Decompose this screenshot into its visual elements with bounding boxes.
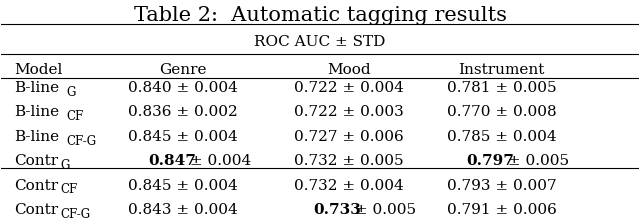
Text: ± 0.004: ± 0.004 — [184, 154, 251, 168]
Text: 0.791 ± 0.006: 0.791 ± 0.006 — [447, 203, 557, 217]
Text: 0.770 ± 0.008: 0.770 ± 0.008 — [447, 105, 556, 119]
Text: 0.793 ± 0.007: 0.793 ± 0.007 — [447, 179, 556, 193]
Text: Mood: Mood — [327, 63, 371, 77]
Text: Contr: Contr — [14, 179, 58, 193]
Text: CF: CF — [60, 183, 77, 196]
Text: G: G — [67, 86, 76, 99]
Text: B-line: B-line — [14, 81, 60, 95]
Text: CF-G: CF-G — [67, 134, 97, 147]
Text: G: G — [60, 159, 69, 172]
Text: 0.781 ± 0.005: 0.781 ± 0.005 — [447, 81, 556, 95]
Text: 0.732 ± 0.005: 0.732 ± 0.005 — [294, 154, 403, 168]
Text: CF-G: CF-G — [60, 208, 90, 221]
Text: ± 0.005: ± 0.005 — [503, 154, 570, 168]
Text: 0.836 ± 0.002: 0.836 ± 0.002 — [128, 105, 238, 119]
Text: B-line: B-line — [14, 105, 60, 119]
Text: 0.845 ± 0.004: 0.845 ± 0.004 — [128, 179, 238, 193]
Text: 0.722 ± 0.004: 0.722 ± 0.004 — [294, 81, 404, 95]
Text: Table 2:  Automatic tagging results: Table 2: Automatic tagging results — [134, 6, 506, 25]
Text: Instrument: Instrument — [458, 63, 545, 77]
Text: Genre: Genre — [159, 63, 207, 77]
Text: 0.722 ± 0.003: 0.722 ± 0.003 — [294, 105, 404, 119]
Text: 0.733: 0.733 — [314, 203, 362, 217]
Text: 0.843 ± 0.004: 0.843 ± 0.004 — [128, 203, 238, 217]
Text: 0.847: 0.847 — [148, 154, 196, 168]
Text: ROC AUC ± STD: ROC AUC ± STD — [254, 35, 386, 49]
Text: Model: Model — [14, 63, 63, 77]
Text: Contr: Contr — [14, 203, 58, 217]
Text: 0.797: 0.797 — [467, 154, 515, 168]
Text: 0.845 ± 0.004: 0.845 ± 0.004 — [128, 130, 238, 144]
Text: 0.840 ± 0.004: 0.840 ± 0.004 — [128, 81, 238, 95]
Text: ± 0.005: ± 0.005 — [350, 203, 417, 217]
Text: 0.785 ± 0.004: 0.785 ± 0.004 — [447, 130, 556, 144]
Text: Contr: Contr — [14, 154, 58, 168]
Text: CF: CF — [67, 110, 84, 123]
Text: 0.727 ± 0.006: 0.727 ± 0.006 — [294, 130, 404, 144]
Text: 0.732 ± 0.004: 0.732 ± 0.004 — [294, 179, 404, 193]
Text: B-line: B-line — [14, 130, 60, 144]
